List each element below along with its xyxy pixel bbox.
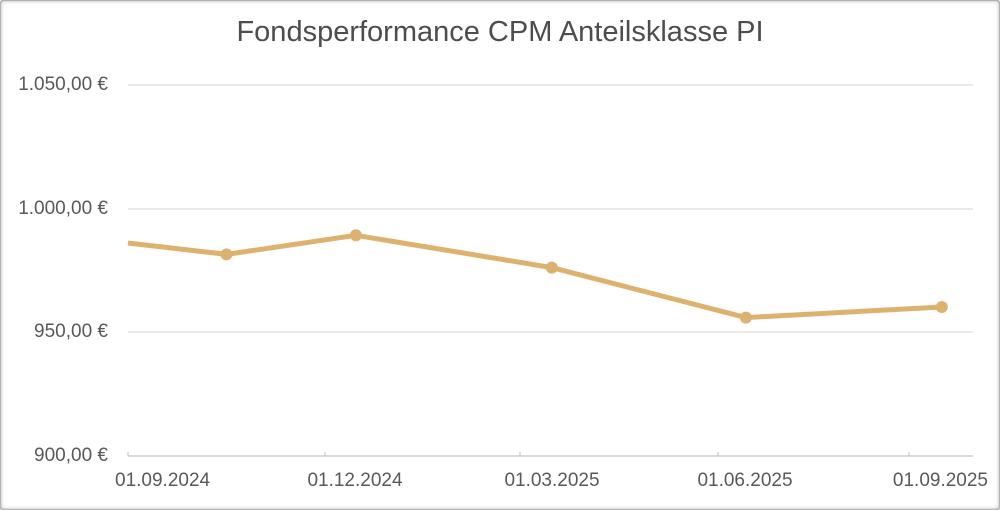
- svg-text:950,00 €: 950,00 €: [34, 321, 108, 342]
- svg-text:1.000,00 €: 1.000,00 €: [18, 198, 108, 219]
- svg-text:01.12.2024: 01.12.2024: [307, 470, 403, 491]
- svg-text:01.03.2025: 01.03.2025: [504, 470, 599, 491]
- svg-text:900,00 €: 900,00 €: [34, 445, 108, 466]
- svg-text:1.050,00 €: 1.050,00 €: [18, 74, 108, 95]
- svg-text:01.09.2024: 01.09.2024: [115, 470, 211, 491]
- svg-text:01.06.2025: 01.06.2025: [697, 470, 792, 491]
- svg-text:01.09.2025: 01.09.2025: [893, 470, 988, 491]
